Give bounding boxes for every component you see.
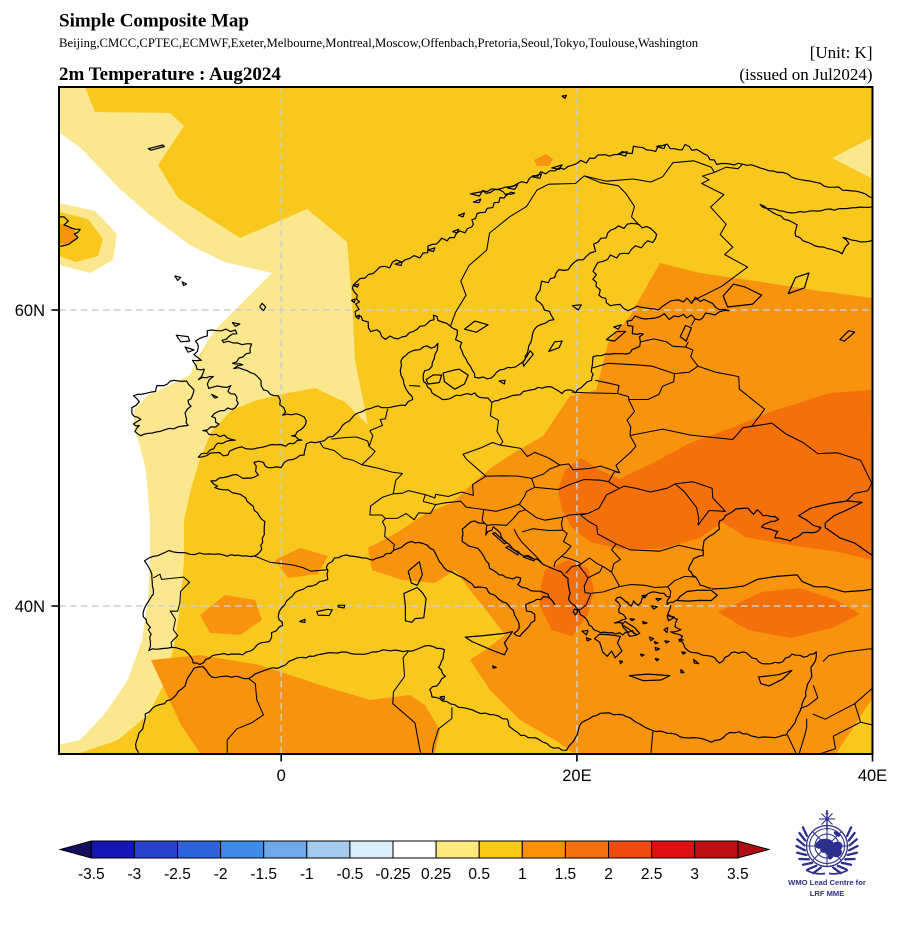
svg-text:3: 3 [690,866,699,883]
svg-text:LRF MME: LRF MME [810,889,845,898]
svg-text:-3: -3 [128,866,142,883]
svg-text:60N: 60N [15,302,45,320]
svg-text:40E: 40E [858,767,887,785]
svg-text:0: 0 [277,767,286,785]
svg-text:20E: 20E [562,767,591,785]
svg-text:-0.25: -0.25 [375,866,410,883]
svg-text:Simple Composite Map: Simple Composite Map [59,11,249,32]
svg-text:-1.5: -1.5 [250,866,277,883]
svg-text:-0.5: -0.5 [337,866,364,883]
svg-text:1: 1 [518,866,527,883]
svg-text:40N: 40N [15,598,45,616]
svg-text:WMO Lead Centre for: WMO Lead Centre for [788,878,866,887]
svg-text:-2: -2 [214,866,228,883]
svg-text:0.5: 0.5 [468,866,490,883]
svg-text:1.5: 1.5 [555,866,577,883]
svg-text:-3.5: -3.5 [78,866,105,883]
svg-text:0.25: 0.25 [421,866,451,883]
svg-text:[Unit: K]: [Unit: K] [810,43,873,62]
svg-text:Beijing,CMCC,CPTEC,ECMWF,Exete: Beijing,CMCC,CPTEC,ECMWF,Exeter,Melbourn… [59,36,699,50]
svg-text:2.5: 2.5 [641,866,663,883]
svg-text:(issued on Jul2024): (issued on Jul2024) [739,65,872,84]
svg-text:-2.5: -2.5 [164,866,191,883]
svg-text:-1: -1 [300,866,314,883]
svg-text:2m Temperature : Aug2024: 2m Temperature : Aug2024 [59,64,281,85]
svg-text:2: 2 [604,866,613,883]
svg-text:3.5: 3.5 [727,866,749,883]
